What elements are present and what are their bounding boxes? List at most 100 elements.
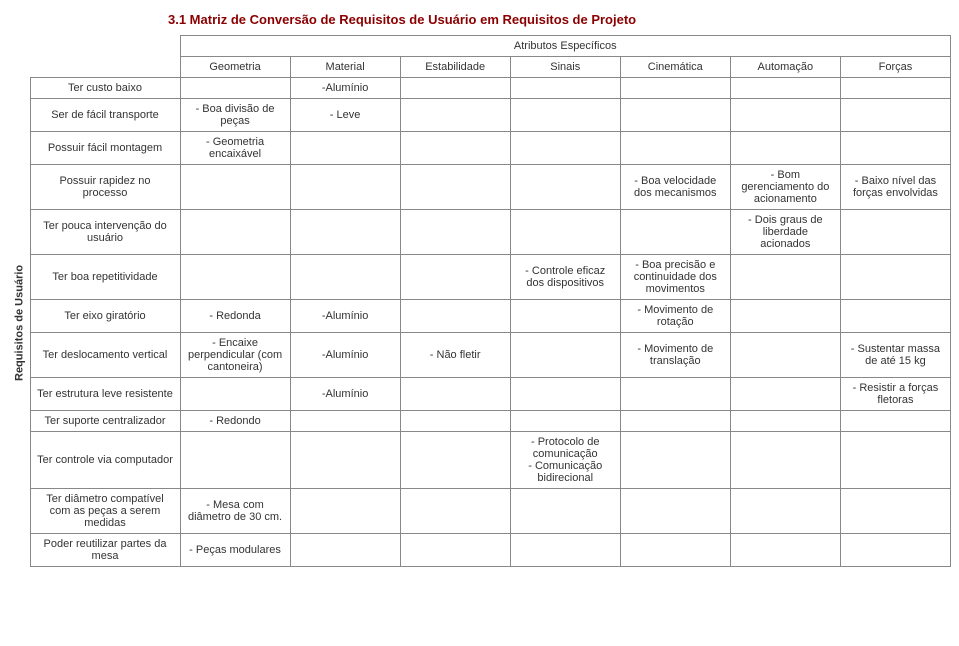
cell: - Movimento de translação <box>620 333 730 378</box>
cell: - Protocolo de comunicação - Comunicação… <box>510 432 620 489</box>
cell: - Resistir a forças fletoras <box>840 378 950 411</box>
cell <box>400 534 510 567</box>
cell: - Boa velocidade dos mecanismos <box>620 165 730 210</box>
col-estabilidade: Estabilidade <box>400 57 510 78</box>
cell <box>290 255 400 300</box>
cell: -Alumínio <box>290 378 400 411</box>
row-label: Possuir rapidez no processo <box>30 165 180 210</box>
cell <box>510 132 620 165</box>
cell <box>510 378 620 411</box>
cell <box>620 489 730 534</box>
cell <box>400 432 510 489</box>
cell <box>400 378 510 411</box>
cell <box>510 300 620 333</box>
cell: - Peças modulares <box>180 534 290 567</box>
cell <box>180 255 290 300</box>
cell <box>510 489 620 534</box>
cell <box>180 378 290 411</box>
cell: -Alumínio <box>290 333 400 378</box>
cell <box>840 210 950 255</box>
row-label: Ter pouca intervenção do usuário <box>30 210 180 255</box>
cell <box>730 333 840 378</box>
cell: - Bom gerenciamento do acionamento <box>730 165 840 210</box>
cell <box>620 210 730 255</box>
cell: - Movimento de rotação <box>620 300 730 333</box>
cell <box>400 99 510 132</box>
cell: - Leve <box>290 99 400 132</box>
cell <box>840 255 950 300</box>
cell <box>620 411 730 432</box>
cell <box>400 411 510 432</box>
col-cinematica: Cinemática <box>620 57 730 78</box>
cell <box>400 78 510 99</box>
cell <box>510 534 620 567</box>
row-label: Ter estrutura leve resistente <box>30 378 180 411</box>
row-label: Possuir fácil montagem <box>30 132 180 165</box>
cell <box>730 432 840 489</box>
cell <box>290 132 400 165</box>
cell <box>840 411 950 432</box>
cell <box>400 165 510 210</box>
cell: - Mesa com diâmetro de 30 cm. <box>180 489 290 534</box>
col-material: Material <box>290 57 400 78</box>
cell <box>620 132 730 165</box>
cell <box>400 255 510 300</box>
cell <box>400 132 510 165</box>
cell: - Boa divisão de peças <box>180 99 290 132</box>
cell <box>400 300 510 333</box>
cell <box>510 411 620 432</box>
cell: - Sustentar massa de até 15 kg <box>840 333 950 378</box>
cell <box>620 99 730 132</box>
cell <box>510 99 620 132</box>
cell: - Redondo <box>180 411 290 432</box>
cell <box>290 489 400 534</box>
col-forcas: Forças <box>840 57 950 78</box>
matrix-table: Atributos Específicos Geometria Material… <box>8 35 951 567</box>
cell <box>840 300 950 333</box>
cell <box>620 534 730 567</box>
cell: - Redonda <box>180 300 290 333</box>
cell <box>510 165 620 210</box>
cell <box>620 78 730 99</box>
cell <box>840 534 950 567</box>
side-label: Requisitos de Usuário <box>8 78 30 567</box>
cell <box>510 333 620 378</box>
cell <box>730 489 840 534</box>
cell: - Controle eficaz dos dispositivos <box>510 255 620 300</box>
cell <box>620 378 730 411</box>
row-label: Ter boa repetitividade <box>30 255 180 300</box>
cell <box>730 411 840 432</box>
page-title: 3.1 Matriz de Conversão de Requisitos de… <box>8 8 951 35</box>
cell <box>840 132 950 165</box>
cell: - Boa precisão e continuidade dos movime… <box>620 255 730 300</box>
row-label: Ter eixo giratório <box>30 300 180 333</box>
cell <box>290 534 400 567</box>
row-label: Ter controle via computador <box>30 432 180 489</box>
row-label: Ter deslocamento vertical <box>30 333 180 378</box>
cell <box>400 489 510 534</box>
cell: - Geometria encaixável <box>180 132 290 165</box>
cell <box>290 432 400 489</box>
cell: -Alumínio <box>290 300 400 333</box>
cell <box>400 210 510 255</box>
col-sinais: Sinais <box>510 57 620 78</box>
cell <box>510 78 620 99</box>
cell <box>290 411 400 432</box>
row-label: Ser de fácil transporte <box>30 99 180 132</box>
group-header: Atributos Específicos <box>180 36 951 57</box>
cell: - Dois graus de liberdade acionados <box>730 210 840 255</box>
cell <box>510 210 620 255</box>
row-label: Ter custo baixo <box>30 78 180 99</box>
cell <box>840 99 950 132</box>
cell: - Baixo nível das forças envolvidas <box>840 165 950 210</box>
cell <box>180 432 290 489</box>
cell <box>290 210 400 255</box>
cell <box>730 378 840 411</box>
cell <box>730 255 840 300</box>
col-geometria: Geometria <box>180 57 290 78</box>
row-label: Ter suporte centralizador <box>30 411 180 432</box>
cell <box>840 432 950 489</box>
cell <box>840 489 950 534</box>
cell <box>180 78 290 99</box>
row-label: Ter diâmetro compatível com as peças a s… <box>30 489 180 534</box>
